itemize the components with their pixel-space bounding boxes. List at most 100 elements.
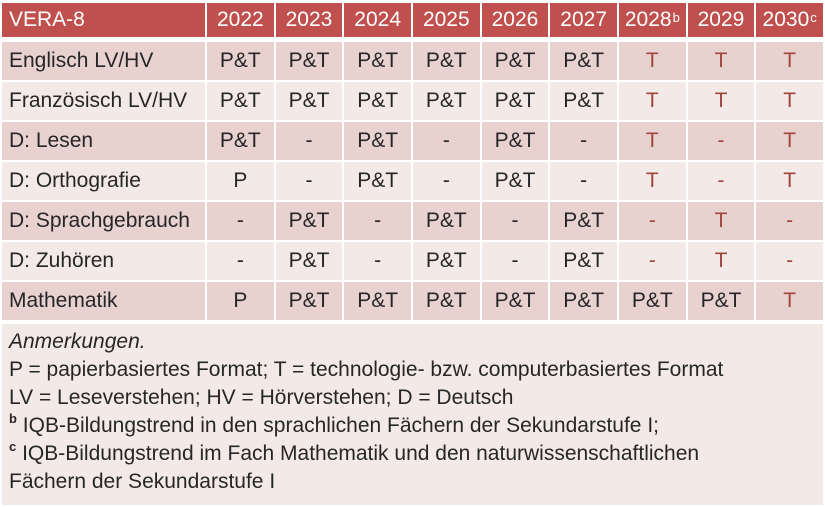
format-cell: T <box>618 162 686 200</box>
format-cell: T <box>618 82 686 120</box>
format-cell: - <box>756 202 823 240</box>
format-cell: P <box>207 162 274 200</box>
format-cell: P&T <box>344 282 411 320</box>
row-label: Mathematik <box>2 282 205 320</box>
format-cell: - <box>207 242 274 280</box>
format-cell: T <box>756 82 823 120</box>
format-cell: - <box>344 202 411 240</box>
note-text: LV = Leseverstehen; HV = Hörverstehen; D… <box>9 386 514 409</box>
format-cell: P&T <box>275 42 343 80</box>
format-cell: T <box>618 42 686 80</box>
note-footnote-marker: b <box>9 411 17 426</box>
format-cell: T <box>687 242 755 280</box>
format-cell: P&T <box>618 282 686 320</box>
format-cell: P&T <box>275 82 343 120</box>
format-cell: P&T <box>481 122 549 160</box>
note-footnote-marker: c <box>9 439 17 454</box>
format-cell: P&T <box>481 162 549 200</box>
table-row: Französisch LV/HV P&T P&T P&T P&T P&T P&T T T T <box>2 82 823 120</box>
notes-panel: Anmerkungen. P = papierbasiertes Format;… <box>2 324 823 505</box>
note-text: P = papierbasiertes Format; T = technolo… <box>9 358 724 381</box>
row-label: D: Orthografie <box>2 162 205 200</box>
format-cell: T <box>756 282 823 320</box>
format-cell: P&T <box>550 282 617 320</box>
format-cell: P&T <box>207 82 274 120</box>
format-cell: P&T <box>344 42 411 80</box>
table-row: D: Sprachgebrauch - P&T - P&T - P&T - T - <box>2 202 823 240</box>
format-cell: - <box>207 202 274 240</box>
row-label: D: Zuhören <box>2 242 205 280</box>
format-cell: - <box>618 202 686 240</box>
format-cell: P&T <box>344 162 411 200</box>
format-cell: T <box>756 122 823 160</box>
year-header-2022: 2022 <box>207 3 274 37</box>
year-header-2027: 2027 <box>550 3 617 37</box>
note-line: P = papierbasiertes Format; T = technolo… <box>9 356 754 384</box>
year-header-2025: 2025 <box>412 3 480 37</box>
format-cell: P&T <box>412 282 480 320</box>
format-cell: P&T <box>481 82 549 120</box>
notes-title: Anmerkungen. <box>9 330 146 353</box>
format-cell: - <box>550 162 617 200</box>
format-cell: P&T <box>412 82 480 120</box>
year-header-2029: 2029 <box>687 3 755 37</box>
format-cell: P&T <box>412 202 480 240</box>
format-cell: - <box>275 162 343 200</box>
year-header-2030: 2030 c <box>756 3 823 37</box>
format-cell: - <box>481 202 549 240</box>
format-cell: P&T <box>275 242 343 280</box>
table-header-row: VERA-8 2022 2023 2024 2025 2026 2027 2028 b 2029… <box>2 3 823 37</box>
format-cell: T <box>756 42 823 80</box>
table-row: D: Zuhören - P&T - P&T - P&T - T - <box>2 242 823 280</box>
format-cell: - <box>550 122 617 160</box>
format-cell: - <box>412 162 480 200</box>
row-label: Französisch LV/HV <box>2 82 205 120</box>
table-row: Mathematik P P&T P&T P&T P&T P&T P&T P&T T <box>2 282 823 320</box>
format-cell: P&T <box>275 202 343 240</box>
format-cell: T <box>687 42 755 80</box>
format-cell: P&T <box>207 42 274 80</box>
format-cell: P&T <box>550 42 617 80</box>
table-row: Englisch LV/HV P&T P&T P&T P&T P&T P&T T T T <box>2 42 823 80</box>
table-row: D: Lesen P&T - P&T - P&T - T - T <box>2 122 823 160</box>
format-cell: P&T <box>550 202 617 240</box>
format-cell: P&T <box>344 82 411 120</box>
row-label: D: Lesen <box>2 122 205 160</box>
note-line: b IQB-Bildungstrend in den sprachlichen … <box>9 412 754 440</box>
format-cell: T <box>687 82 755 120</box>
format-cell: T <box>687 202 755 240</box>
format-cell: - <box>344 242 411 280</box>
table-title-cell: VERA-8 <box>2 3 205 37</box>
format-cell: P <box>207 282 274 320</box>
row-label: Englisch LV/HV <box>2 42 205 80</box>
format-cell: P&T <box>481 42 549 80</box>
year-header-2026: 2026 <box>481 3 549 37</box>
format-cell: P&T <box>550 82 617 120</box>
format-cell: P&T <box>207 122 274 160</box>
format-cell: T <box>756 162 823 200</box>
vera8-table: VERA-8 2022 2023 2024 2025 2026 2027 2028 b 2029… <box>2 3 823 322</box>
format-cell: - <box>756 242 823 280</box>
format-cell: - <box>618 242 686 280</box>
format-cell: - <box>687 122 755 160</box>
format-cell: P&T <box>412 242 480 280</box>
year-header-2028: 2028 b <box>618 3 686 37</box>
year-header-2024: 2024 <box>344 3 411 37</box>
table-title: VERA-8 <box>9 8 85 31</box>
note-text: IQB-Bildungstrend in den sprachlichen Fä… <box>22 414 659 437</box>
format-cell: - <box>481 242 549 280</box>
note-text: IQB-Bildungstrend im Fach Mathematik und… <box>9 442 700 493</box>
format-cell: - <box>275 122 343 160</box>
format-cell: P&T <box>344 122 411 160</box>
format-cell: P&T <box>412 42 480 80</box>
note-line: LV = Leseverstehen; HV = Hörverstehen; D… <box>9 384 754 412</box>
year-header-2023: 2023 <box>275 3 343 37</box>
format-cell: - <box>687 162 755 200</box>
format-cell: P&T <box>481 282 549 320</box>
format-cell: P&T <box>275 282 343 320</box>
format-cell: - <box>412 122 480 160</box>
format-cell: P&T <box>687 282 755 320</box>
table-row: D: Orthografie P - P&T - P&T - T - T <box>2 162 823 200</box>
row-label: D: Sprachgebrauch <box>2 202 205 240</box>
